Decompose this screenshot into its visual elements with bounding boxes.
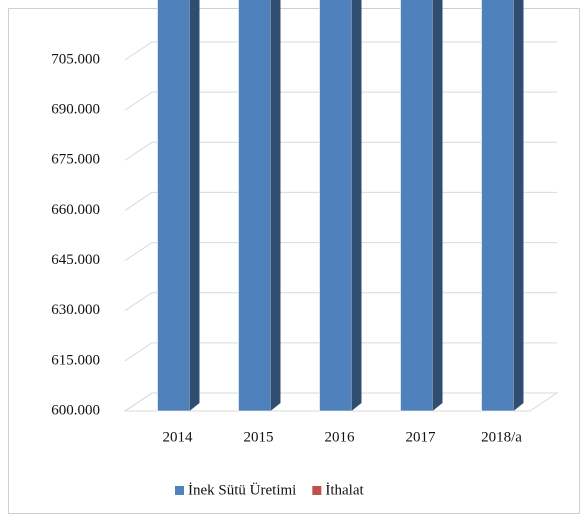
bar-front [481, 0, 514, 412]
legend-swatch [175, 486, 184, 495]
legend-swatch [312, 486, 322, 495]
y-tick-label: 675.000 [51, 152, 100, 168]
x-tick-label: 2018/a [481, 429, 522, 445]
bar-side [351, 0, 362, 411]
bar-front [400, 0, 433, 412]
y-tick-label: 660.000 [51, 202, 100, 218]
legend-label: İthalat [325, 482, 364, 498]
x-tick-label: 2014 [163, 429, 194, 445]
legend-label: İnek Sütü Üretimi [188, 481, 296, 498]
bar-side [513, 0, 524, 411]
y-tick-label: 645.000 [51, 252, 100, 268]
y-tick-label: 705.000 [51, 51, 100, 67]
x-tick-label: 2017 [406, 429, 437, 445]
y-tick-label: 615.000 [51, 352, 100, 368]
bar-front [157, 0, 190, 412]
bar-side [189, 0, 200, 411]
x-tick-label: 2015 [244, 429, 274, 445]
bar-side [432, 0, 443, 411]
bar-front [319, 0, 352, 412]
y-tick-label: 690.000 [51, 102, 100, 118]
x-tick-label: 2016 [325, 429, 356, 445]
bar-front [238, 0, 271, 412]
bar-side [270, 0, 281, 411]
y-tick-label: 630.000 [51, 302, 100, 318]
y-tick-label: 600.000 [51, 402, 100, 418]
